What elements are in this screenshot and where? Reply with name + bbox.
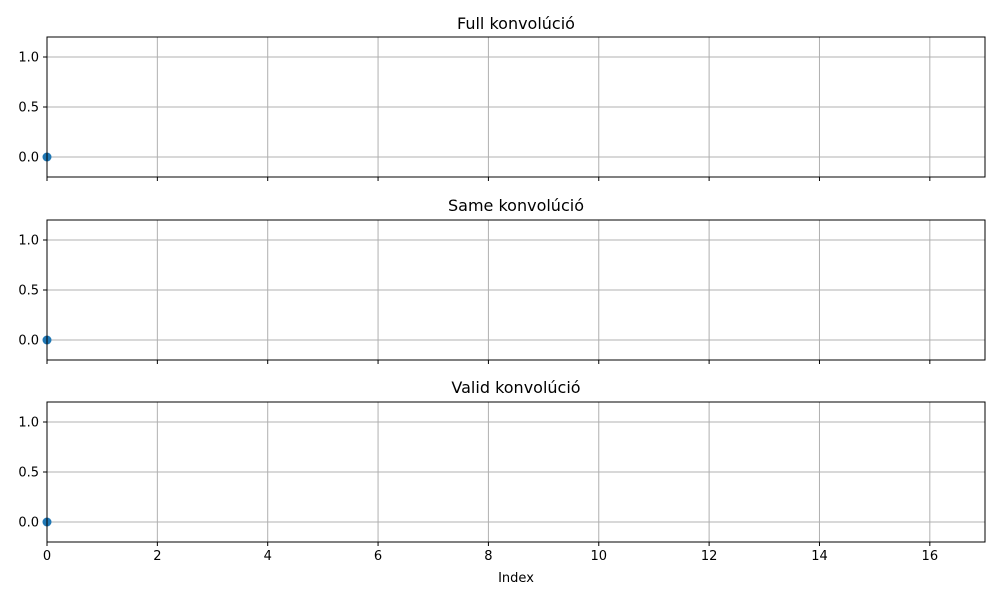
x-tick-label: 14 <box>811 549 828 564</box>
y-tick-label: 1.0 <box>18 234 39 249</box>
y-tick-label: 0.0 <box>18 516 39 531</box>
x-tick-label: 16 <box>922 549 939 564</box>
subplot-same: Same konvolúció 0.0 0.5 1.0 <box>18 196 986 364</box>
y-tick-label: 0.0 <box>18 334 39 349</box>
subplot-valid: Valid konvolúció Index 0 2 4 6 8 10 12 14 160.00… <box>18 378 986 586</box>
axes-frame <box>46 401 986 543</box>
subplot-title: Same konvolúció <box>448 196 584 215</box>
ticks: 0.0 0.5 1.0 <box>18 234 931 364</box>
y-tick-label: 0.5 <box>18 466 39 481</box>
x-tick-label: 0 <box>43 549 51 564</box>
subplot-full: Full konvolúció 0.0 0.5 1.0 <box>18 14 986 181</box>
ticks: 0 2 4 6 8 10 12 14 16 0.0 0.5 1.0 <box>18 416 938 565</box>
y-tick-label: 0.0 <box>18 151 39 166</box>
x-tick-label: 4 <box>264 549 272 564</box>
grid <box>46 37 985 177</box>
x-tick-label: 2 <box>153 549 161 564</box>
x-tick-label: 8 <box>484 549 492 564</box>
x-axis-label: Index <box>498 571 534 586</box>
y-tick-label: 1.0 <box>18 51 39 66</box>
grid <box>46 402 985 542</box>
x-tick-label: 10 <box>590 549 607 564</box>
y-tick-label: 0.5 <box>18 284 39 299</box>
subplot-title: Valid konvolúció <box>451 378 580 397</box>
y-tick-label: 1.0 <box>18 416 39 431</box>
grid <box>46 220 985 360</box>
x-tick-label: 12 <box>701 549 718 564</box>
axes-frame <box>46 219 986 361</box>
y-tick-label: 0.5 <box>18 101 39 116</box>
subplot-title: Full konvolúció <box>457 14 575 33</box>
x-tick-label: 6 <box>374 549 382 564</box>
axes-frame <box>46 36 986 178</box>
